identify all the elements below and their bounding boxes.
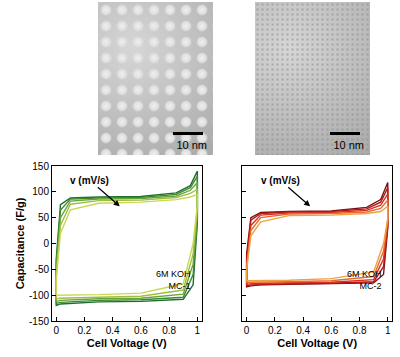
svg-text:Capacitance (F/g): Capacitance (F/g) [14,197,26,289]
svg-text:Cell Voltage (V): Cell Voltage (V) [277,337,357,349]
svg-text:-150: -150 [29,316,49,327]
svg-text:-100: -100 [29,290,49,301]
svg-text:0.2: 0.2 [268,325,282,336]
svg-text:0: 0 [244,325,250,336]
svg-text:1: 1 [195,325,201,336]
svg-text:-50: -50 [35,264,50,275]
svg-text:Cell Voltage (V): Cell Voltage (V) [87,337,167,349]
svg-text:0.4: 0.4 [296,325,310,336]
svg-text:100: 100 [32,186,49,197]
html-text:10 nm: 10 nm [176,139,207,151]
svg-text:6M KOHMC-2: 6M KOHMC-2 [347,269,382,291]
svg-text:0.8: 0.8 [162,325,176,336]
svg-text:0.8: 0.8 [353,325,367,336]
svg-text:0: 0 [53,325,59,336]
svg-text:v (mV/s): v (mV/s) [70,175,109,186]
svg-text:150: 150 [32,161,49,172]
svg-text:0.6: 0.6 [134,325,148,336]
html-text:10 nm: 10 nm [333,139,364,151]
svg-text:1: 1 [385,325,391,336]
svg-text:6M KOHMC-1: 6M KOHMC-1 [156,269,191,291]
svg-text:0.4: 0.4 [106,325,120,336]
svg-text:0: 0 [43,238,49,249]
svg-text:v (mV/s): v (mV/s) [261,175,300,186]
svg-text:50: 50 [38,212,50,223]
svg-text:0.6: 0.6 [324,325,338,336]
svg-text:0.2: 0.2 [78,325,92,336]
